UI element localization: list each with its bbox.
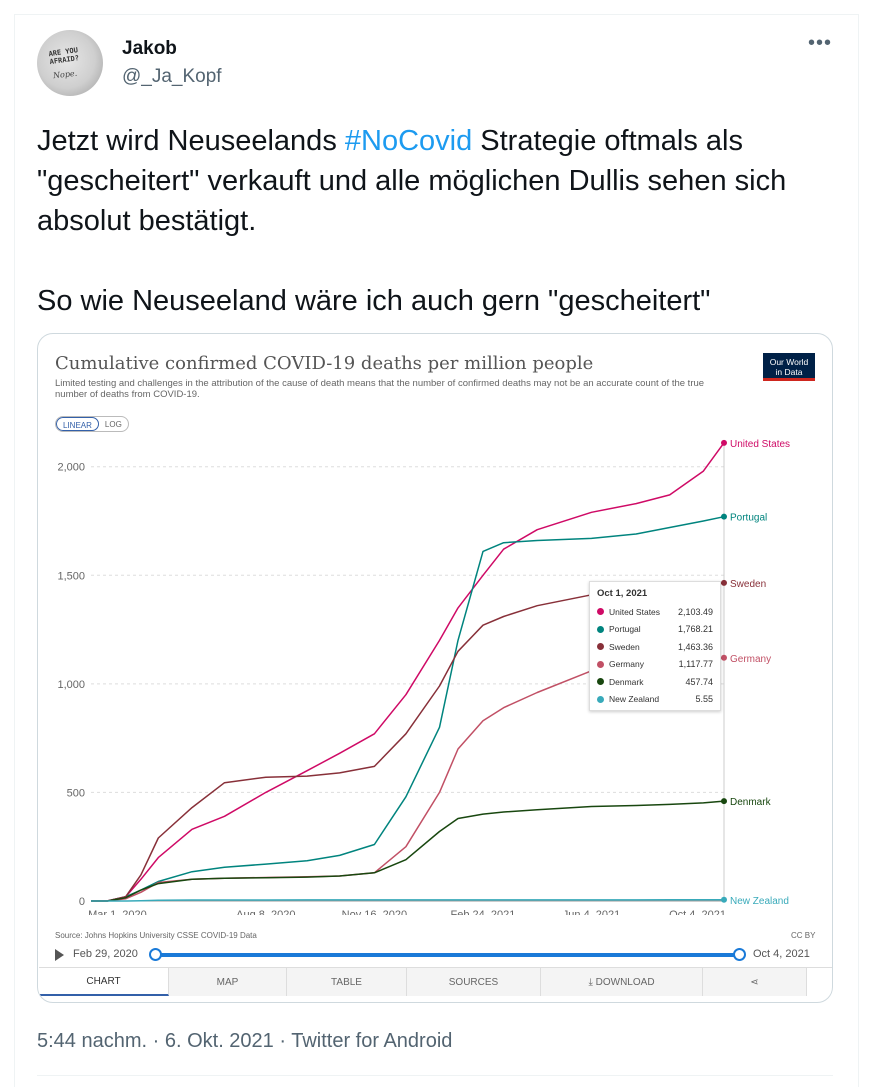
timeline-end-label: Oct 4, 2021 (753, 948, 810, 960)
tooltip-row: Denmark 457.74 (597, 673, 713, 691)
share-icon[interactable]: ⋖ (703, 968, 807, 996)
x-tick-label: Jun 4, 2021 (563, 909, 621, 915)
license-link[interactable]: CC BY (791, 931, 816, 940)
logo-line: Our World (769, 357, 809, 367)
series-end-marker (721, 896, 727, 903)
series-end-marker (721, 654, 727, 661)
y-tick-label: 500 (67, 787, 85, 799)
tooltip-series-value: 1,768.21 (677, 624, 713, 635)
tab-table[interactable]: TABLE (287, 968, 407, 996)
x-tick-label: Mar 1, 2020 (88, 909, 147, 915)
series-end-marker (721, 513, 727, 520)
tooltip-series-value: 457.74 (685, 676, 713, 687)
series-end-marker (721, 439, 727, 446)
play-icon[interactable] (55, 949, 64, 961)
tooltip-series-value: 1,117.77 (678, 659, 713, 670)
tweet-paragraph-1: Jetzt wird Neuseelands #NoCovid Strategi… (37, 121, 837, 241)
series-line (91, 515, 725, 902)
tweet-text-part: Strategie oftmals als "gescheitert" verk… (37, 125, 787, 237)
tweet-text-part: Jetzt wird Neuseelands (37, 125, 345, 157)
y-tick-label: 1,500 (57, 570, 85, 582)
x-tick-label: Aug 8, 2020 (236, 909, 295, 915)
tooltip-series-dot (597, 678, 604, 686)
owid-tab-bar: CHART MAP TABLE SOURCES ⤓ DOWNLOAD ⋖ (39, 967, 832, 996)
y-tick-label: 1,000 (57, 679, 85, 691)
avatar[interactable]: ARE YOU AFRAID? Nope. (37, 30, 103, 96)
tooltip-series-value: 5.55 (695, 694, 713, 705)
tooltip-series-name: Sweden (609, 641, 640, 652)
chart-title: Cumulative confirmed COVID-19 deaths per… (55, 353, 594, 374)
tooltip-series-dot (597, 608, 604, 616)
user-handle[interactable]: @_Ja_Kopf (122, 66, 222, 87)
tooltip-series-name: New Zealand (609, 694, 660, 705)
tooltip-row: United States 2,103.49 (597, 603, 713, 621)
timeline-start-handle[interactable] (149, 948, 162, 961)
tooltip-series-name: United States (609, 606, 661, 617)
tweet-timestamp[interactable]: 5:44 nachm. · 6. Okt. 2021 · Twitter for… (37, 1030, 453, 1052)
tooltip-series-dot (597, 660, 604, 668)
source-note: Source: Johns Hopkins University CSSE CO… (55, 931, 257, 940)
series-label: New Zealand (730, 896, 789, 907)
owid-chart: Cumulative confirmed COVID-19 deaths per… (39, 335, 832, 1002)
tooltip-date: Oct 1, 2021 (597, 588, 648, 599)
hashtag-link[interactable]: #NoCovid (344, 125, 473, 157)
tooltip-row: New Zealand 5.55 (597, 691, 713, 709)
chart-subtitle: Limited testing and challenges in the at… (55, 378, 705, 400)
y-tick-label: 2,000 (57, 462, 85, 474)
tooltip-series-value: 2,103.49 (677, 606, 713, 617)
embedded-image[interactable]: Cumulative confirmed COVID-19 deaths per… (37, 333, 833, 1003)
linear-scale-button[interactable]: LINEAR (56, 417, 99, 431)
tooltip-series-dot (597, 625, 604, 633)
tweet-paragraph-2: So wie Neuseeland wäre ich auch gern "ge… (37, 285, 711, 317)
tweet-container (14, 14, 859, 1087)
logo-line: in Data (775, 367, 803, 377)
timeline-slider[interactable]: Feb 29, 2020 Oct 4, 2021 (55, 945, 819, 965)
tooltip-series-value: 1,463.36 (677, 641, 713, 652)
scale-toggle[interactable]: LINEAR LOG (55, 416, 129, 432)
chart-tooltip: Oct 1, 2021 United States 2,103.49 Portuga… (589, 581, 721, 711)
display-name[interactable]: Jakob (122, 38, 177, 59)
x-tick-label: Nov 16, 2020 (342, 909, 407, 915)
more-options-icon[interactable]: ••• (807, 32, 832, 54)
series-end-marker (721, 798, 727, 805)
tab-map[interactable]: MAP (169, 968, 287, 996)
tooltip-row: Germany 1,117.77 (597, 656, 713, 674)
timeline-end-handle[interactable] (733, 948, 746, 961)
avatar-text-2: Nope. (52, 68, 78, 81)
tweet-text: Jetzt wird Neuseelands #NoCovid Strategi… (37, 121, 837, 321)
tooltip-row: Portugal 1,768.21 (597, 621, 713, 639)
tab-chart[interactable]: CHART (39, 968, 169, 996)
avatar-text: ARE YOU AFRAID? (48, 46, 80, 67)
x-tick-label: Oct 4, 2021 (669, 909, 726, 915)
series-label: Denmark (730, 797, 772, 808)
timeline-start-label: Feb 29, 2020 (73, 948, 138, 960)
divider (37, 1075, 833, 1076)
series-label: Portugal (730, 513, 767, 524)
tooltip-series-name: Denmark (609, 676, 644, 687)
series-label: Sweden (730, 579, 766, 590)
series-line (91, 800, 725, 902)
x-tick-label: Feb 24, 2021 (451, 909, 516, 915)
tooltip-series-dot (597, 643, 604, 651)
series-label: United States (730, 439, 790, 450)
tooltip-series-name: Germany (609, 659, 644, 670)
owid-logo: Our World in Data (763, 353, 815, 381)
tab-download[interactable]: ⤓ DOWNLOAD (541, 968, 703, 996)
tooltip-series-dot (597, 695, 604, 703)
log-scale-button[interactable]: LOG (104, 420, 122, 429)
tab-sources[interactable]: SOURCES (407, 968, 541, 996)
tooltip-series-name: Portugal (609, 624, 641, 635)
timeline-track[interactable] (155, 953, 739, 957)
series-label: Germany (730, 654, 771, 665)
line-chart: 0 500 1,000 1,500 2,000 Mar 1, 2020 Aug 8, 202… (57, 439, 790, 915)
series-line (90, 442, 725, 902)
tooltip-row: Sweden 1,463.36 (597, 638, 713, 656)
series-end-marker (721, 579, 727, 586)
series-line (91, 899, 724, 902)
y-tick-label: 0 (79, 896, 85, 908)
